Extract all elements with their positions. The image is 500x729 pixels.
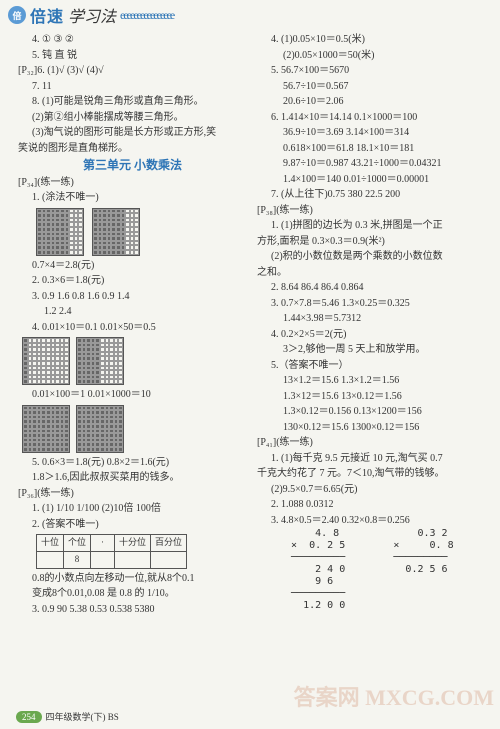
footer: 254 四年级数学(下) BS bbox=[16, 710, 119, 723]
p38-item1b: 方形,面积是 0.3×0.3＝0.9(米²) bbox=[257, 234, 486, 250]
header: 倍 倍速 学习法 eeeeeeeeeeeeeeee bbox=[0, 0, 500, 30]
item-4: 4. ① ③ ② bbox=[18, 32, 247, 48]
p36-label: [P₃₆](练一练) bbox=[18, 486, 247, 502]
grid1-caption: 0.7×4＝2.8(元) bbox=[18, 258, 247, 274]
hundred-grid-50 bbox=[76, 337, 124, 385]
r-item-4a: 4. (1)0.05×10＝0.5(米) bbox=[257, 32, 486, 48]
hundred-grid-100 bbox=[22, 405, 70, 453]
r-item-5: 5. 56.7×100＝5670 bbox=[257, 63, 486, 79]
item-7: 7. 11 bbox=[18, 79, 247, 95]
p41-item2: 2. 1.088 0.0312 bbox=[257, 497, 486, 513]
grid-pair-1 bbox=[36, 208, 247, 256]
p36-item3: 3. 0.9 90 5.38 0.53 0.538 5380 bbox=[18, 602, 247, 618]
p36-item2: 2. (答案不唯一) bbox=[18, 517, 247, 533]
p38-item4x: 4. 0.2×2×5＝2(元) bbox=[257, 327, 486, 343]
vertical-calculation: 4. 8 0.3 2 × 0. 2 5 × 0. 8 ───────── ───… bbox=[279, 528, 486, 612]
right-column: 4. (1)0.05×10＝0.5(米) (2)0.05×1000＝50(米) … bbox=[257, 32, 486, 617]
watermark: 答案网 MXCG.COM bbox=[294, 687, 494, 709]
p32-item6: [P₃₂]6. (1)√ (3)√ (4)√ bbox=[18, 63, 247, 79]
p41-item1a: 1. (1)每千克 9.5 元接近 10 元,淘气买 0.7 bbox=[257, 451, 486, 467]
page-number: 254 bbox=[16, 711, 42, 723]
p38-item4y: 3＞2,够他一周 5 天上和放学用。 bbox=[257, 342, 486, 358]
grid-row-2 bbox=[22, 405, 247, 453]
hundred-grid-70 bbox=[36, 208, 84, 256]
grid-row-1 bbox=[22, 337, 247, 385]
p38-item5c: 1.3×0.12＝0.156 0.13×1200＝156 bbox=[257, 404, 486, 420]
r-item-6d: 9.87÷10＝0.987 43.21÷1000＝0.04321 bbox=[257, 156, 486, 172]
r-item-5b: 56.7÷10＝0.567 bbox=[257, 79, 486, 95]
p38-item3a: 3. 0.7×7.8＝5.46 1.3×0.25＝0.325 bbox=[257, 296, 486, 312]
item-4-grids: 4. 0.01×10＝0.1 0.01×50＝0.5 bbox=[18, 320, 247, 336]
hundred-grid-10 bbox=[22, 337, 70, 385]
logo-icon: 倍 bbox=[8, 6, 26, 24]
p36-item2c: 变成8个0.01,0.08 是 0.8 的 1/10。 bbox=[18, 586, 247, 602]
brand: 倍速 bbox=[30, 3, 64, 27]
item-3b: 1.2 2.4 bbox=[18, 304, 247, 320]
p38-item5a: 13×1.2＝15.6 1.3×1.2＝1.56 bbox=[257, 373, 486, 389]
left-column: 4. ① ③ ② 5. 钝 直 锐 [P₃₂]6. (1)√ (3)√ (4)√… bbox=[18, 32, 247, 617]
item-1a: 1. (涂法不唯一) bbox=[18, 190, 247, 206]
footer-text: 四年级数学(下) BS bbox=[46, 710, 119, 723]
p36-item1: 1. (1) 1/10 1/100 (2)10倍 100倍 bbox=[18, 501, 247, 517]
p41-item1c: (2)9.5×0.7＝6.65(元) bbox=[257, 482, 486, 498]
unit-title: 第三单元 小数乘法 bbox=[18, 156, 247, 175]
item-8c: (3)淘气说的图形可能是长方形或正方形,笑 bbox=[18, 125, 247, 141]
brand-subtitle: 学习法 bbox=[68, 3, 116, 27]
p38-label: [P₃₈](练一练) bbox=[257, 203, 486, 219]
p41-item1b: 千克大约花了 7 元。7＜10,淘气带的钱够。 bbox=[257, 466, 486, 482]
p38-item2: 2. 8.64 86.4 86.4 0.864 bbox=[257, 280, 486, 296]
hundred-grid-70b bbox=[92, 208, 140, 256]
item-5c: 1.8＞1.6,因此叔叔买菜用的钱多。 bbox=[18, 470, 247, 486]
item-2: 2. 0.3×6＝1.8(元) bbox=[18, 273, 247, 289]
item-8d: 笑说的图形是直角梯形。 bbox=[18, 141, 247, 157]
place-value-table: 十位个位·十分位百分位 8 bbox=[36, 534, 187, 569]
page-content: 4. ① ③ ② 5. 钝 直 锐 [P₃₂]6. (1)√ (3)√ (4)√… bbox=[0, 30, 500, 617]
item-8a: 8. (1)可能是锐角三角形或直角三角形。 bbox=[18, 94, 247, 110]
item-4b: 0.01×100＝1 0.01×1000＝10 bbox=[18, 387, 247, 403]
r-item-7: 7. (从上往下)0.75 380 22.5 200 bbox=[257, 187, 486, 203]
item-5: 5. 钝 直 锐 bbox=[18, 48, 247, 64]
p38-item5d: 130×0.12＝15.6 1300×0.12＝156 bbox=[257, 420, 486, 436]
p41-label: [P₄₁](练一练) bbox=[257, 435, 486, 451]
p38-item1d: 之和。 bbox=[257, 265, 486, 281]
r-item-6c: 0.618×100＝61.8 18.1×10＝181 bbox=[257, 141, 486, 157]
p38-item3b: 1.44×3.98＝5.7312 bbox=[257, 311, 486, 327]
item-8b: (2)第②组小棒能摆成等腰三角形。 bbox=[18, 110, 247, 126]
r-item-5c: 20.6÷10＝2.06 bbox=[257, 94, 486, 110]
p38-item5x: 5.（答案不唯一） bbox=[257, 358, 486, 374]
p36-item2b: 0.8的小数点向左移动一位,就从8个0.1 bbox=[18, 571, 247, 587]
hundred-grid-1000 bbox=[76, 405, 124, 453]
r-item-4b: (2)0.05×1000＝50(米) bbox=[257, 48, 486, 64]
item-5b: 5. 0.6×3＝1.8(元) 0.8×2＝1.6(元) bbox=[18, 455, 247, 471]
decoration-squiggle: eeeeeeeeeeeeeeee bbox=[120, 8, 492, 23]
p38-item5b: 1.3×12＝15.6 13×0.12＝1.56 bbox=[257, 389, 486, 405]
r-item-6a: 6. 1.414×10＝14.14 0.1×1000＝100 bbox=[257, 110, 486, 126]
item-3a: 3. 0.9 1.6 0.8 1.6 0.9 1.4 bbox=[18, 289, 247, 305]
p41-item3: 3. 4.8×0.5＝2.40 0.32×0.8＝0.256 bbox=[257, 513, 486, 529]
p38-item1a: 1. (1)拼图的边长为 0.3 米,拼图是一个正 bbox=[257, 218, 486, 234]
p34-label: [P₃₄](练一练) bbox=[18, 175, 247, 191]
p38-item1c: (2)积的小数位数是两个乘数的小数位数 bbox=[257, 249, 486, 265]
r-item-6e: 1.4×100＝140 0.01÷1000＝0.00001 bbox=[257, 172, 486, 188]
r-item-6b: 36.9÷10＝3.69 3.14×100＝314 bbox=[257, 125, 486, 141]
